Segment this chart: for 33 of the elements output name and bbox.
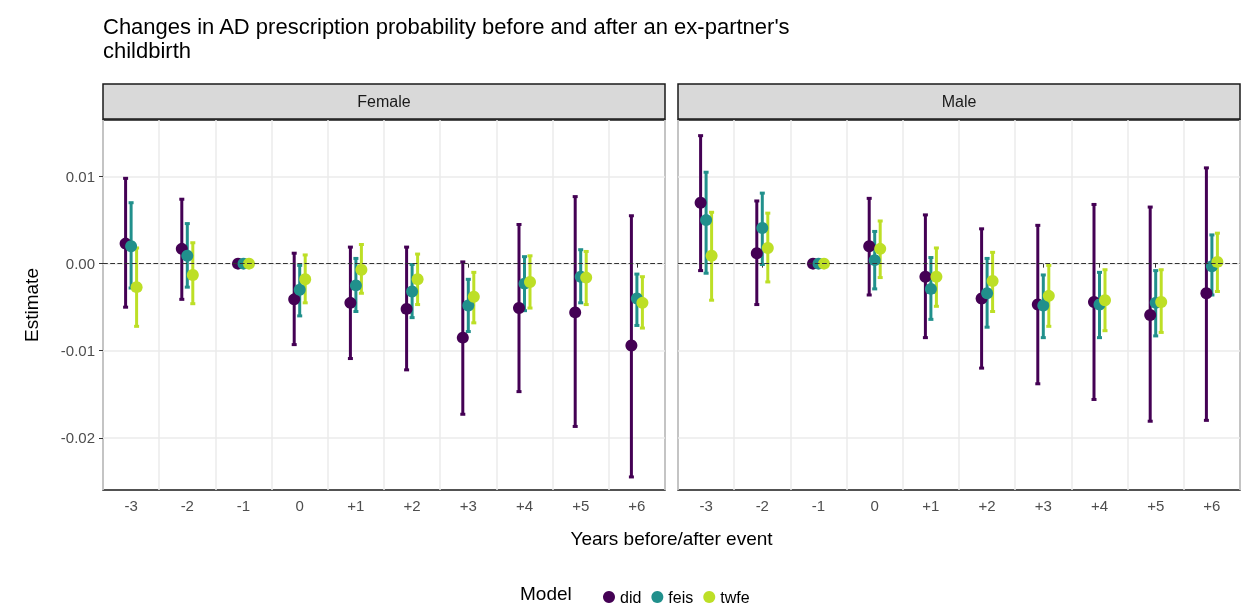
legend-label: twfe — [720, 588, 750, 604]
x-tick-label: +4 — [515, 497, 534, 514]
x-tick-label: -1 — [236, 497, 251, 514]
x-tick-label: +1 — [347, 497, 365, 514]
x-tick-label: -2 — [180, 497, 194, 514]
x-tick-label: 0 — [295, 497, 304, 514]
x-axis-title: Years before/after event — [570, 527, 774, 549]
y-tick-label: -0.01 — [60, 342, 95, 360]
y-tick-label: -0.02 — [60, 429, 95, 447]
y-tick-label: 0.01 — [65, 168, 95, 186]
x-tick-label: +5 — [572, 497, 590, 514]
x-tick-label: +5 — [1147, 497, 1165, 514]
legend-label: feis — [668, 588, 694, 604]
x-tick-label: +3 — [1034, 497, 1052, 514]
x-tick-label: +6 — [628, 497, 646, 514]
x-tick-label: +2 — [978, 497, 996, 514]
chart-title: Changes in AD prescription probability before and after an ex-partner's childbirth — [103, 13, 796, 63]
x-tick-label: +4 — [1090, 497, 1109, 514]
x-tick-label: +1 — [922, 497, 940, 514]
x-tick-label: 0 — [870, 497, 879, 514]
chart-subtitle: Female — [357, 92, 411, 110]
x-tick-label: -3 — [124, 497, 138, 514]
legend-label: did — [620, 588, 642, 604]
x-tick-label: +2 — [403, 497, 421, 514]
x-tick-label: -1 — [811, 497, 826, 514]
x-tick-label: +6 — [1203, 497, 1221, 514]
x-tick-label: -3 — [699, 497, 713, 514]
x-tick-label: -2 — [755, 497, 769, 514]
x-tick-label: +3 — [459, 497, 477, 514]
chart-subtitle: Male — [941, 92, 977, 110]
y-tick-label: 0.00 — [65, 255, 95, 273]
legend-title: Model — [520, 583, 572, 604]
y-axis-title: Estimate — [21, 268, 42, 342]
